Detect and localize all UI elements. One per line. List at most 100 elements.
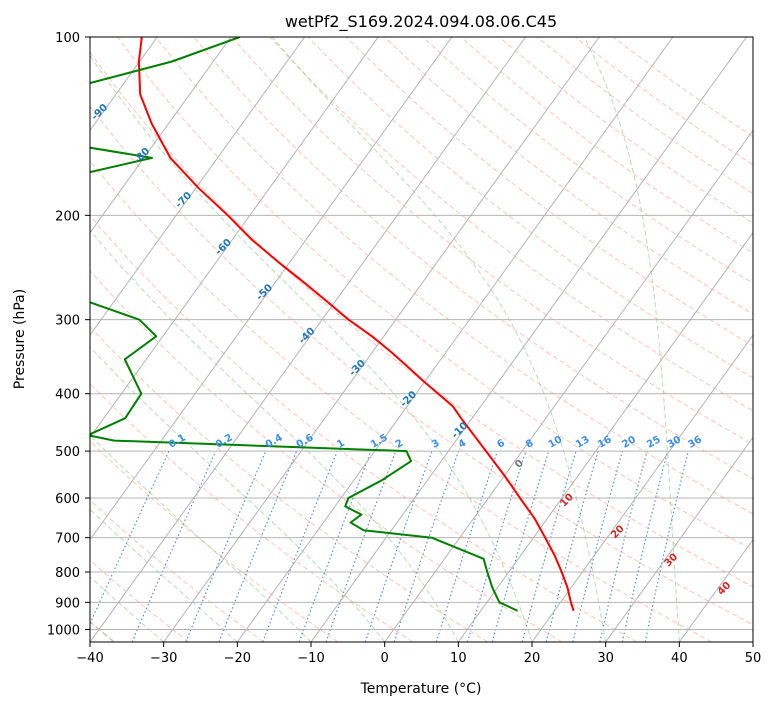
y-tick-label: 200 [55,209,80,224]
y-axis-label: Pressure (hPa) [12,289,28,389]
mixing-ratio-label: 0.2 [214,432,235,450]
moist-adiabat-label: 20 [609,523,627,541]
mixing-ratio-label: 30 [666,434,684,451]
isotherm-line [605,436,753,642]
dry-adiabat-line [307,37,753,379]
isotherm-line [90,37,306,336]
isotherm-line [163,37,600,642]
dry-adiabat-label: -40 [297,326,318,347]
dry-adiabat-line [90,160,712,642]
x-tick-label: −30 [150,651,177,666]
dry-adiabat-line [231,37,753,445]
mixing-ratio-label: 3 [430,438,442,451]
temperature-line [137,37,575,612]
mixing-ratio-label: 25 [645,434,663,451]
y-tick-label: 800 [55,566,80,581]
isotherm-line [384,129,753,642]
x-tick-label: 50 [745,651,762,666]
dry-adiabat-line [536,37,753,195]
dry-adiabat-line [269,37,753,412]
isotherm-line [90,37,232,234]
moist-adiabat-line [90,346,386,642]
dry-adiabat-line [498,37,753,224]
isotherm-line [90,37,527,642]
isotherm-line [90,37,379,439]
moist-adiabat-line [271,37,607,642]
x-tick-label: 0 [381,651,389,666]
mixing-ratio-label: 0.4 [264,432,285,450]
plot-frame [89,36,754,643]
y-tick-label: 1000 [47,623,80,638]
y-tick-label: 700 [55,532,80,547]
y-axis: 1000 900 800 700 600 500 400 300 200 100 [47,31,90,638]
mixing-ratio-line [393,450,460,642]
sounding-series [90,37,575,612]
mixing-ratio-label: 4 [457,438,469,451]
mixing-ratio-line [644,450,689,642]
mixing-ratio-label: 1 [335,438,347,451]
x-axis: −40 −30 −20 −10 0 10 20 30 40 50 [76,642,761,666]
mixing-ratio-label: 20 [620,434,638,451]
mixing-ratio-label: 8 [524,438,536,451]
mixing-ratio-line [435,450,498,642]
dry-adiabat-label: -60 [214,237,235,258]
mixing-ratio-label: 0.1 [167,432,188,450]
mixing-ratio-label: 36 [686,434,704,451]
mixing-ratio-line [364,450,433,642]
mixing-ratio-line [491,450,550,642]
mixing-ratio-line [185,450,267,642]
x-tick-label: 20 [524,651,541,666]
mixing-ratio-line [572,450,623,642]
moist-adiabat-line [90,508,238,642]
moist-adiabat-label: 10 [558,492,576,510]
moist-adiabat-line [90,54,533,642]
dry-adiabat-line [90,326,488,642]
mixing-ratio-label: 13 [574,434,592,451]
mixing-ratio-line [218,450,298,642]
mixing-ratio-label: 6 [495,438,507,451]
mixing-ratio-line [545,450,599,642]
dry-adiabat-label: -90 [90,102,111,123]
y-tick-label: 900 [55,596,80,611]
mixing-ratio-line [298,450,372,642]
x-tick-label: −20 [224,651,251,666]
x-tick-label: −10 [297,651,324,666]
mixing-ratio-line [325,450,397,642]
dry-adiabat-line [422,37,753,284]
isotherm-line [236,37,674,642]
dry-adiabat-label: -80 [132,146,153,167]
mixing-ratio-line [599,450,648,642]
moist-adiabats [90,37,753,642]
moist-adiabat-label: 40 [716,580,734,598]
dry-adiabat-line [90,499,264,642]
mixing-ratio-line [466,450,527,642]
isotherm-line [752,641,753,642]
mixing-ratio-line [90,450,170,626]
moist-adiabat-line [752,551,753,642]
dry-adiabat-line [90,382,414,642]
dry-adiabat-line [384,37,753,315]
dry-adiabat-line [345,37,753,347]
dry-adiabat-label: -50 [255,282,276,303]
moist-adiabat-line [583,37,680,642]
mixing-ratio-lines [90,450,689,642]
isotherm-line [457,231,753,642]
dry-adiabat-label: -100 [55,42,81,68]
dry-adiabats [90,37,753,642]
isotherm-line [90,37,453,541]
isotherm-line [678,538,753,642]
dry-adiabat-line [90,51,753,588]
dry-adiabat-label: -30 [347,358,368,379]
chart-title: wetPf2_S169.2024.094.08.06.C45 [285,12,557,32]
mixing-ratio-label: 16 [596,434,614,451]
x-tick-label: 30 [597,651,614,666]
moist-adiabat-line [90,229,459,642]
mixing-ratio-label: 2 [394,438,406,451]
x-tick-label: 10 [450,651,467,666]
y-tick-label: 100 [55,31,80,46]
skewed-isotherms [90,37,753,642]
dry-adiabat-line [193,37,753,480]
dry-adiabat-line [90,214,638,642]
mixing-ratio-line [262,450,338,642]
